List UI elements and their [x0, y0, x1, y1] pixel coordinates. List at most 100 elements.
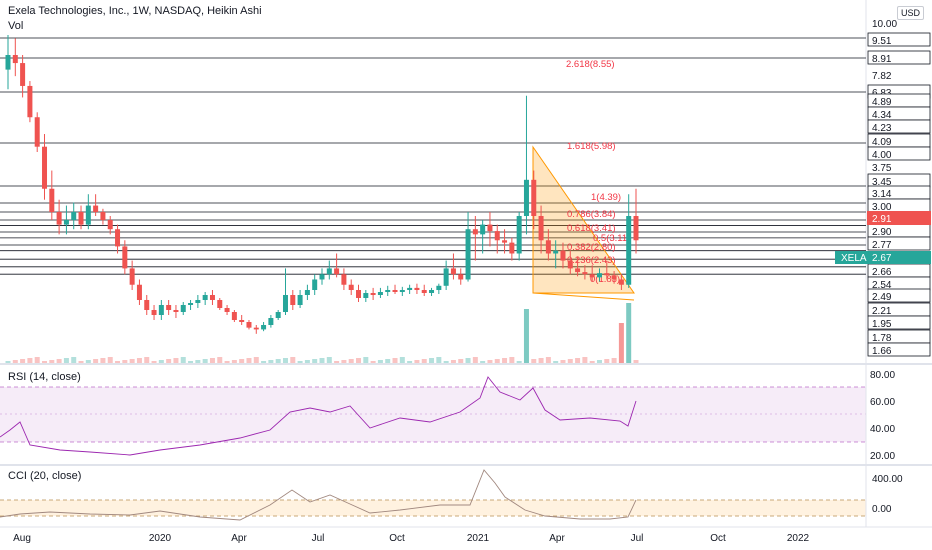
candle-body	[319, 274, 325, 280]
volume-bar	[78, 361, 84, 363]
candle-body	[261, 325, 267, 330]
volume-bar	[618, 323, 624, 363]
fib-level-label: 0.236(2.43)	[567, 255, 616, 266]
price-tick-label: 10.00	[872, 19, 897, 30]
rsi-series	[0, 376, 637, 456]
candle-body	[560, 250, 566, 261]
fib-level-label: 1(4.39)	[591, 192, 621, 203]
candle-body	[246, 322, 252, 328]
price-tick-label: 2.90	[872, 227, 892, 238]
candle-body	[63, 220, 69, 225]
volume-bar	[275, 359, 281, 363]
price-tick-label: 6.83	[872, 88, 892, 99]
price-tick-label: 3.75	[872, 163, 892, 174]
candle-body	[596, 273, 602, 278]
price-tick-box	[867, 32, 931, 47]
candle-body	[480, 224, 486, 235]
price-tick-label: 1.66	[872, 346, 892, 357]
candle-body	[253, 327, 259, 330]
time-tick-label: Oct	[389, 533, 405, 544]
volume-bar	[502, 358, 508, 363]
fib-level-label: 0(1.83)	[590, 274, 620, 285]
candle-body	[5, 55, 11, 70]
candle-body	[209, 295, 215, 300]
rsi-tick-label: 60.00	[870, 397, 895, 408]
candle-body	[626, 216, 632, 285]
candle-body	[217, 300, 223, 308]
price-tick-box	[867, 288, 931, 303]
candle-body	[509, 242, 515, 254]
chart-title: Exela Technologies, Inc., 1W, NASDAQ, He…	[8, 5, 262, 17]
cci-line	[0, 469, 637, 521]
volume-bar	[115, 361, 121, 363]
price-tick-label: 7.82	[872, 71, 892, 82]
candle-body	[633, 216, 639, 241]
time-tick-label: Apr	[549, 533, 565, 544]
candle-body	[523, 179, 529, 216]
candle-body	[202, 295, 208, 300]
candle-body	[487, 224, 493, 232]
price-tick-box	[867, 236, 931, 251]
volume-bar	[604, 359, 610, 363]
volume-bar	[188, 361, 194, 363]
volume-bar	[472, 357, 478, 363]
price-tick-box	[867, 146, 931, 161]
volume-bar	[407, 361, 413, 363]
candle-body	[188, 303, 194, 305]
volume-bar	[85, 360, 91, 363]
candle-body	[618, 279, 624, 285]
candle-body	[56, 212, 62, 225]
price-axis[interactable]: 10.00 9.51 8.91 7.82 6.834.89 4.34 4.23 4.09 4.0…	[835, 19, 931, 515]
volume-bar	[523, 309, 529, 363]
volume-bar	[297, 361, 303, 363]
candle-body	[231, 312, 237, 320]
candle-body	[85, 205, 91, 225]
volume-bar	[122, 360, 128, 363]
candle-body	[304, 290, 310, 295]
volume-bar	[509, 357, 515, 363]
volume-bar	[312, 359, 318, 363]
candle-body	[363, 293, 369, 298]
candle-body	[377, 292, 383, 295]
currency-button[interactable]: USD	[896, 6, 924, 20]
volume-bar	[34, 357, 40, 363]
symbol-tag	[835, 251, 931, 264]
price-tick-label: 3.14	[872, 189, 892, 200]
candle-body	[312, 279, 318, 290]
fib-triangle	[532, 145, 635, 294]
volume-bar	[20, 359, 26, 363]
candle-body	[458, 274, 464, 280]
volume-bar	[282, 358, 288, 363]
volume-bar	[443, 361, 449, 363]
candle-body	[472, 229, 478, 235]
rsi-tick-label: 40.00	[870, 424, 895, 435]
price-tick-label: 1.78	[872, 333, 892, 344]
volume-label: Vol	[8, 20, 24, 32]
volume-bar	[399, 357, 405, 363]
price-tick-label: 2.21	[872, 306, 892, 317]
candle-body	[326, 268, 332, 275]
price-tick-box	[867, 342, 931, 357]
current-price-tag	[867, 211, 931, 225]
candle-body	[71, 212, 77, 220]
volume-bar	[253, 357, 259, 363]
candle-body	[334, 268, 340, 275]
volume-bar	[531, 359, 537, 363]
price-tick-box	[867, 50, 931, 65]
candle-body	[239, 320, 245, 322]
price-tick-label: 4.34	[872, 110, 892, 121]
volume-bar	[560, 360, 566, 363]
volume-bar	[538, 358, 544, 363]
fibonacci-extension: 2.618(8.55) 1.618(5.98) 1(4.39) 0.786(3.84)…	[532, 59, 635, 301]
candle-body	[611, 275, 617, 280]
cci-tick-label: 400.00	[872, 474, 903, 485]
candle-body	[575, 268, 581, 273]
volume-bar	[385, 359, 391, 363]
candle-body	[341, 274, 347, 285]
candle-body	[115, 229, 121, 247]
volume-bar	[633, 360, 639, 363]
time-tick-label: 2020	[149, 533, 172, 544]
time-axis[interactable]: Aug 2020 Apr Jul Oct 2021 Apr Jul Oct 2022	[13, 533, 809, 544]
candle-body	[268, 318, 274, 325]
